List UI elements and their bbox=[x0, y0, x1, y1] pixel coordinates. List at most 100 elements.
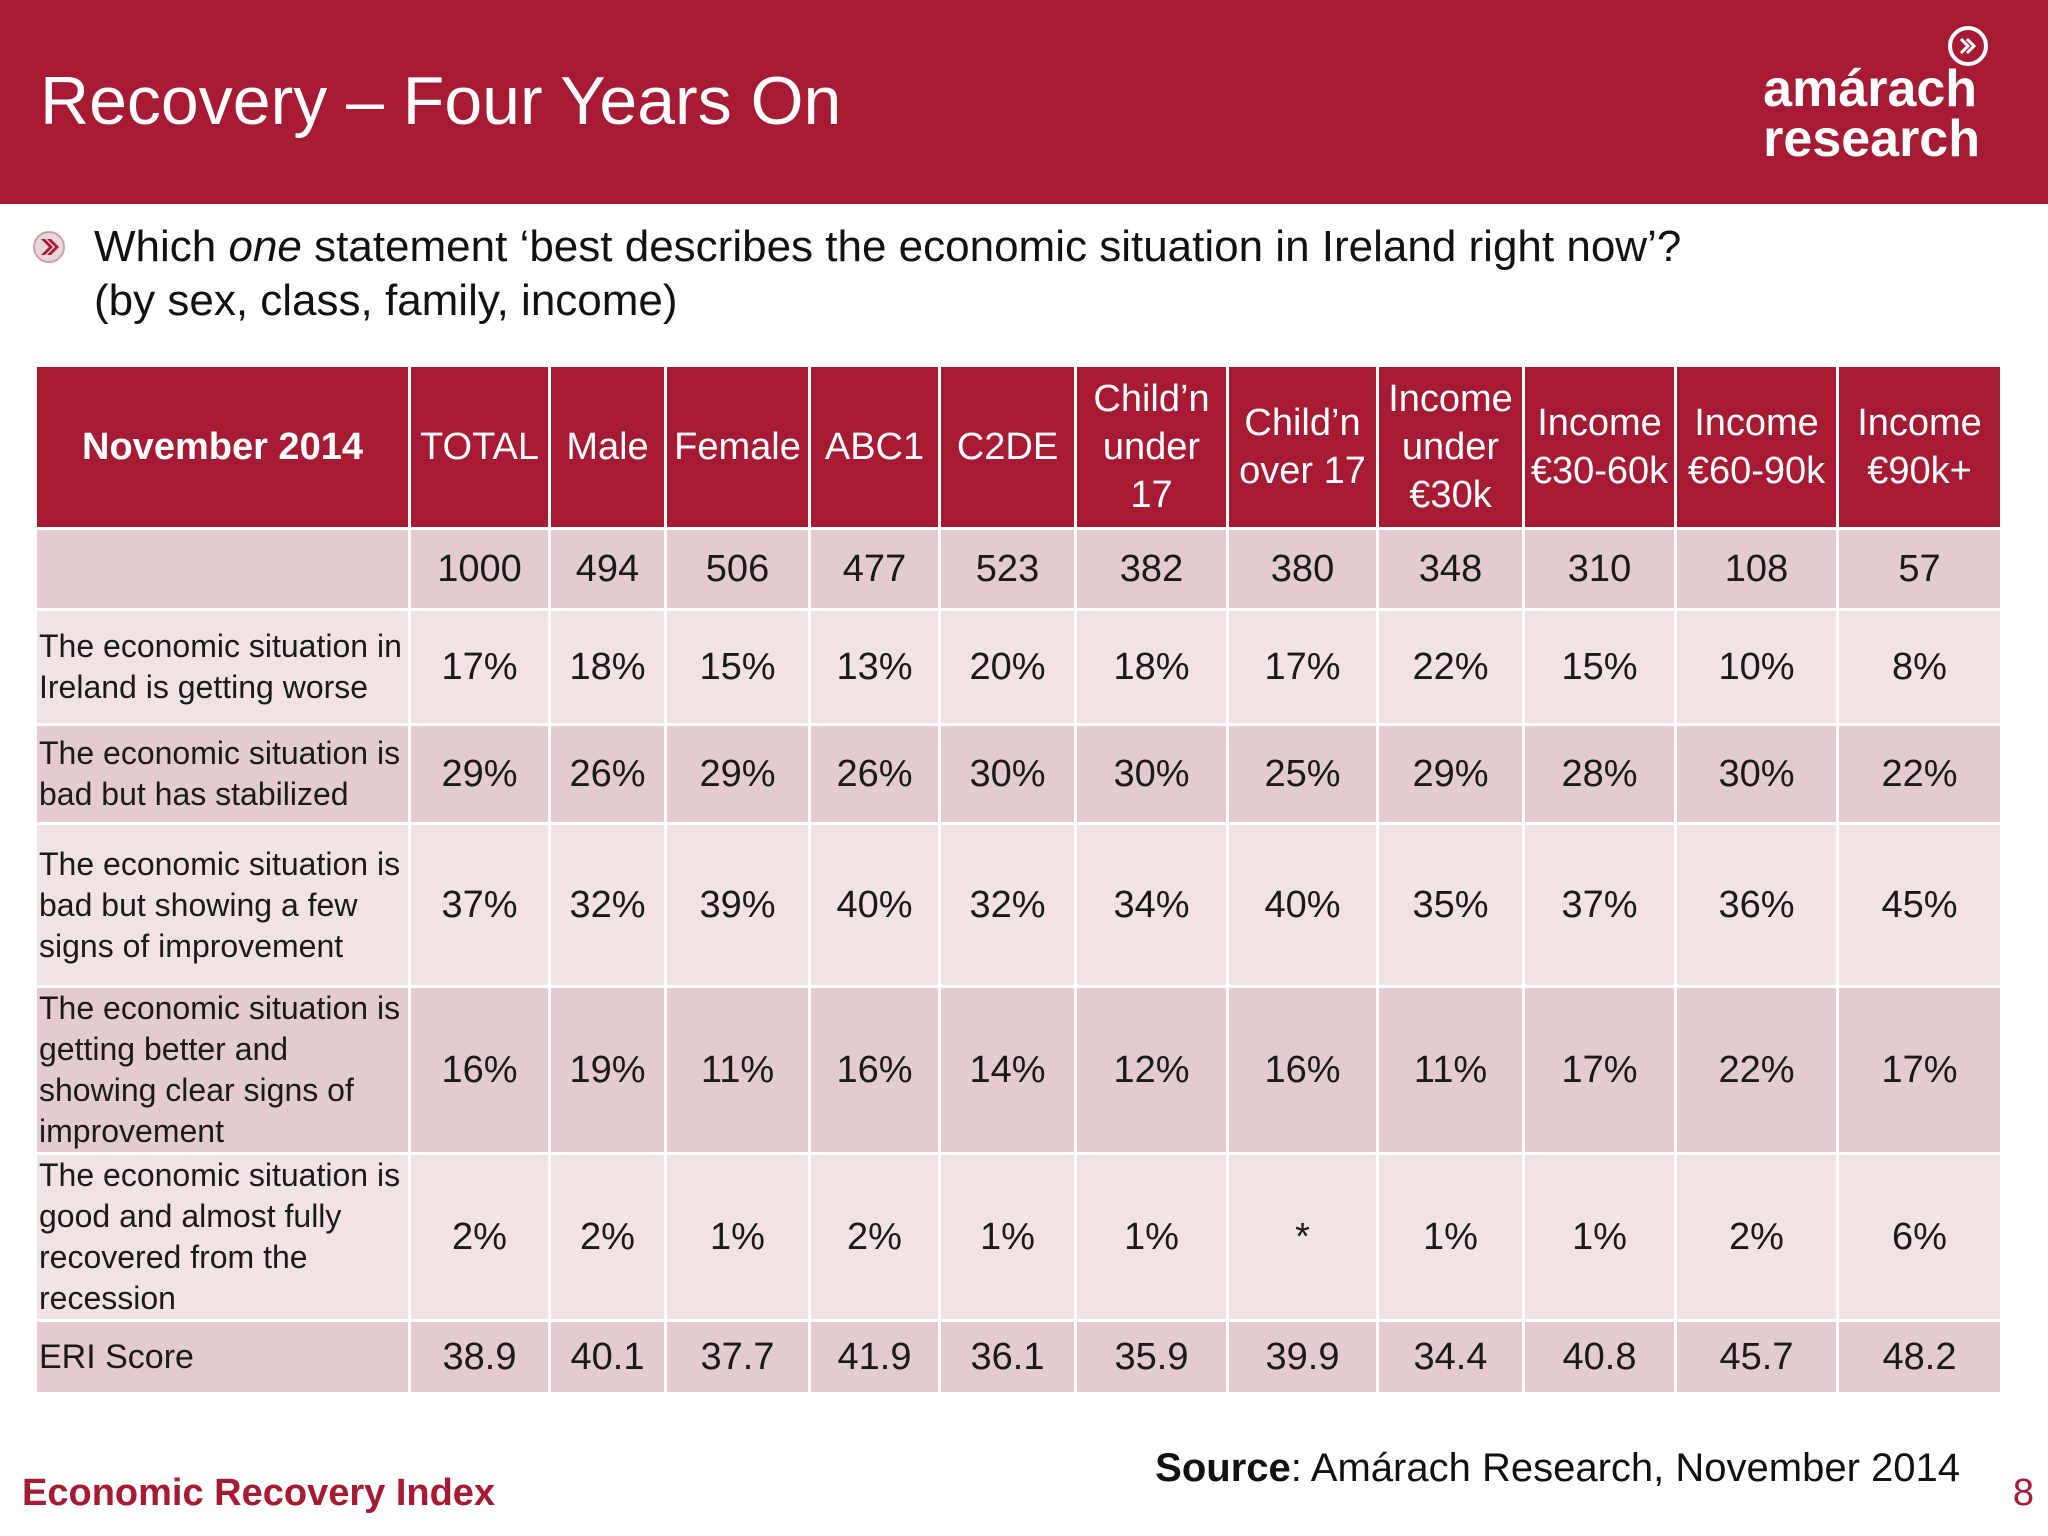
table-cell: 34% bbox=[1074, 822, 1229, 988]
table-cell: 35% bbox=[1376, 822, 1525, 988]
table-cell: 16% bbox=[808, 985, 941, 1155]
table-row: The economic situation is bad but has st… bbox=[34, 723, 2003, 825]
table-cell: 494 bbox=[548, 527, 667, 611]
table-row: The economic situation in Ireland is get… bbox=[34, 608, 2003, 726]
table-cell: 30% bbox=[1674, 723, 1839, 825]
table-cell: 10% bbox=[1674, 608, 1839, 726]
row-label: The economic situation is bad but showin… bbox=[34, 822, 411, 988]
column-header: Income under €30k bbox=[1376, 364, 1525, 530]
table-cell: 29% bbox=[664, 723, 811, 825]
table-cell: 16% bbox=[1226, 985, 1379, 1155]
table-cell: 8% bbox=[1836, 608, 2003, 726]
column-header: Income €90k+ bbox=[1836, 364, 2003, 530]
source-text: : Amárach Research, November 2014 bbox=[1290, 1446, 1960, 1490]
table-cell: 25% bbox=[1226, 723, 1379, 825]
table-cell: 17% bbox=[1226, 608, 1379, 726]
row-label: The economic situation is bad but has st… bbox=[34, 723, 411, 825]
base-size-row: 1000 494 506 477 523 382 380 348 310 108… bbox=[34, 527, 2003, 611]
table-cell: 40% bbox=[1226, 822, 1379, 988]
row-label: The economic situation is getting better… bbox=[34, 985, 411, 1155]
table-cell: 477 bbox=[808, 527, 941, 611]
table-cell: 310 bbox=[1522, 527, 1677, 611]
column-header: Income €30-60k bbox=[1522, 364, 1677, 530]
table-cell: 34.4 bbox=[1376, 1319, 1525, 1395]
table-cell: 26% bbox=[808, 723, 941, 825]
header-row: November 2014 TOTAL Male Female ABC1 C2D… bbox=[34, 364, 2003, 530]
table-cell: 35.9 bbox=[1074, 1319, 1229, 1395]
table-cell: 17% bbox=[1522, 985, 1677, 1155]
question-emphasis: one bbox=[228, 222, 302, 271]
table-cell: 16% bbox=[408, 985, 551, 1155]
table-cell: 38.9 bbox=[408, 1319, 551, 1395]
table-cell: 29% bbox=[1376, 723, 1525, 825]
table-cell: 22% bbox=[1836, 723, 2003, 825]
column-header: C2DE bbox=[938, 364, 1077, 530]
table-cell: 523 bbox=[938, 527, 1077, 611]
table-row: The economic situation is getting better… bbox=[34, 985, 2003, 1155]
table-row: The economic situation is good and almos… bbox=[34, 1152, 2003, 1322]
results-table: November 2014 TOTAL Male Female ABC1 C2D… bbox=[34, 364, 2003, 1395]
column-header: Child’n under 17 bbox=[1074, 364, 1229, 530]
table-cell: 18% bbox=[548, 608, 667, 726]
table-cell: 29% bbox=[408, 723, 551, 825]
table-cell: 1% bbox=[1376, 1152, 1525, 1322]
table-cell: 57 bbox=[1836, 527, 2003, 611]
row-label: ERI Score bbox=[34, 1319, 411, 1395]
table-row: The economic situation is bad but showin… bbox=[34, 822, 2003, 988]
row-label: The economic situation in Ireland is get… bbox=[34, 608, 411, 726]
table-cell: 108 bbox=[1674, 527, 1839, 611]
table-cell: 380 bbox=[1226, 527, 1379, 611]
table-cell: 2% bbox=[1674, 1152, 1839, 1322]
column-header: Income €60-90k bbox=[1674, 364, 1839, 530]
column-header: ABC1 bbox=[808, 364, 941, 530]
chevron-circle-icon bbox=[1948, 26, 1988, 66]
table-cell: 13% bbox=[808, 608, 941, 726]
table-cell: 18% bbox=[1074, 608, 1229, 726]
eri-score-row: ERI Score 38.9 40.1 37.7 41.9 36.1 35.9 … bbox=[34, 1319, 2003, 1395]
table-cell: 30% bbox=[938, 723, 1077, 825]
row-label: The economic situation is good and almos… bbox=[34, 1152, 411, 1322]
table-cell: 15% bbox=[664, 608, 811, 726]
table-cell: 348 bbox=[1376, 527, 1525, 611]
table-cell: 40.8 bbox=[1522, 1319, 1677, 1395]
table-cell: 36% bbox=[1674, 822, 1839, 988]
table-cell: 20% bbox=[938, 608, 1077, 726]
table-cell: 32% bbox=[548, 822, 667, 988]
table-cell: 11% bbox=[1376, 985, 1525, 1155]
source-label: Source bbox=[1155, 1446, 1291, 1490]
table-cell: 45.7 bbox=[1674, 1319, 1839, 1395]
table-cell: 1% bbox=[1522, 1152, 1677, 1322]
table-cell: 39% bbox=[664, 822, 811, 988]
table-cell: 1% bbox=[938, 1152, 1077, 1322]
question-subtext: (by sex, class, family, income) bbox=[94, 276, 678, 325]
table-cell: 382 bbox=[1074, 527, 1229, 611]
table-cell: 36.1 bbox=[938, 1319, 1077, 1395]
table-cell: 30% bbox=[1074, 723, 1229, 825]
table-cell: 48.2 bbox=[1836, 1319, 2003, 1395]
amarach-logo: amárach research bbox=[1728, 26, 1988, 176]
table-cell: 28% bbox=[1522, 723, 1677, 825]
table-cell: 506 bbox=[664, 527, 811, 611]
slide-title: Recovery – Four Years On bbox=[40, 63, 842, 139]
source-note: Source: Amárach Research, November 2014 bbox=[1155, 1446, 1960, 1491]
table-cell: 19% bbox=[548, 985, 667, 1155]
chevron-bullet-icon bbox=[33, 231, 65, 263]
table-cell: 17% bbox=[408, 608, 551, 726]
base-label-cell bbox=[34, 527, 411, 611]
table-cell: * bbox=[1226, 1152, 1379, 1322]
table-cell: 6% bbox=[1836, 1152, 2003, 1322]
column-header: Female bbox=[664, 364, 811, 530]
table-cell: 32% bbox=[938, 822, 1077, 988]
question-text: Which one statement ‘best describes the … bbox=[94, 222, 1682, 271]
slide-header: Recovery – Four Years On amárach researc… bbox=[0, 0, 2048, 204]
table-cell: 14% bbox=[938, 985, 1077, 1155]
logo-text: amárach research bbox=[1763, 60, 1980, 168]
table-cell: 26% bbox=[548, 723, 667, 825]
table-cell: 1000 bbox=[408, 527, 551, 611]
table-cell: 1% bbox=[1074, 1152, 1229, 1322]
table-cell: 41.9 bbox=[808, 1319, 941, 1395]
table-cell: 45% bbox=[1836, 822, 2003, 988]
table-cell: 2% bbox=[548, 1152, 667, 1322]
table-cell: 22% bbox=[1376, 608, 1525, 726]
column-header: Male bbox=[548, 364, 667, 530]
